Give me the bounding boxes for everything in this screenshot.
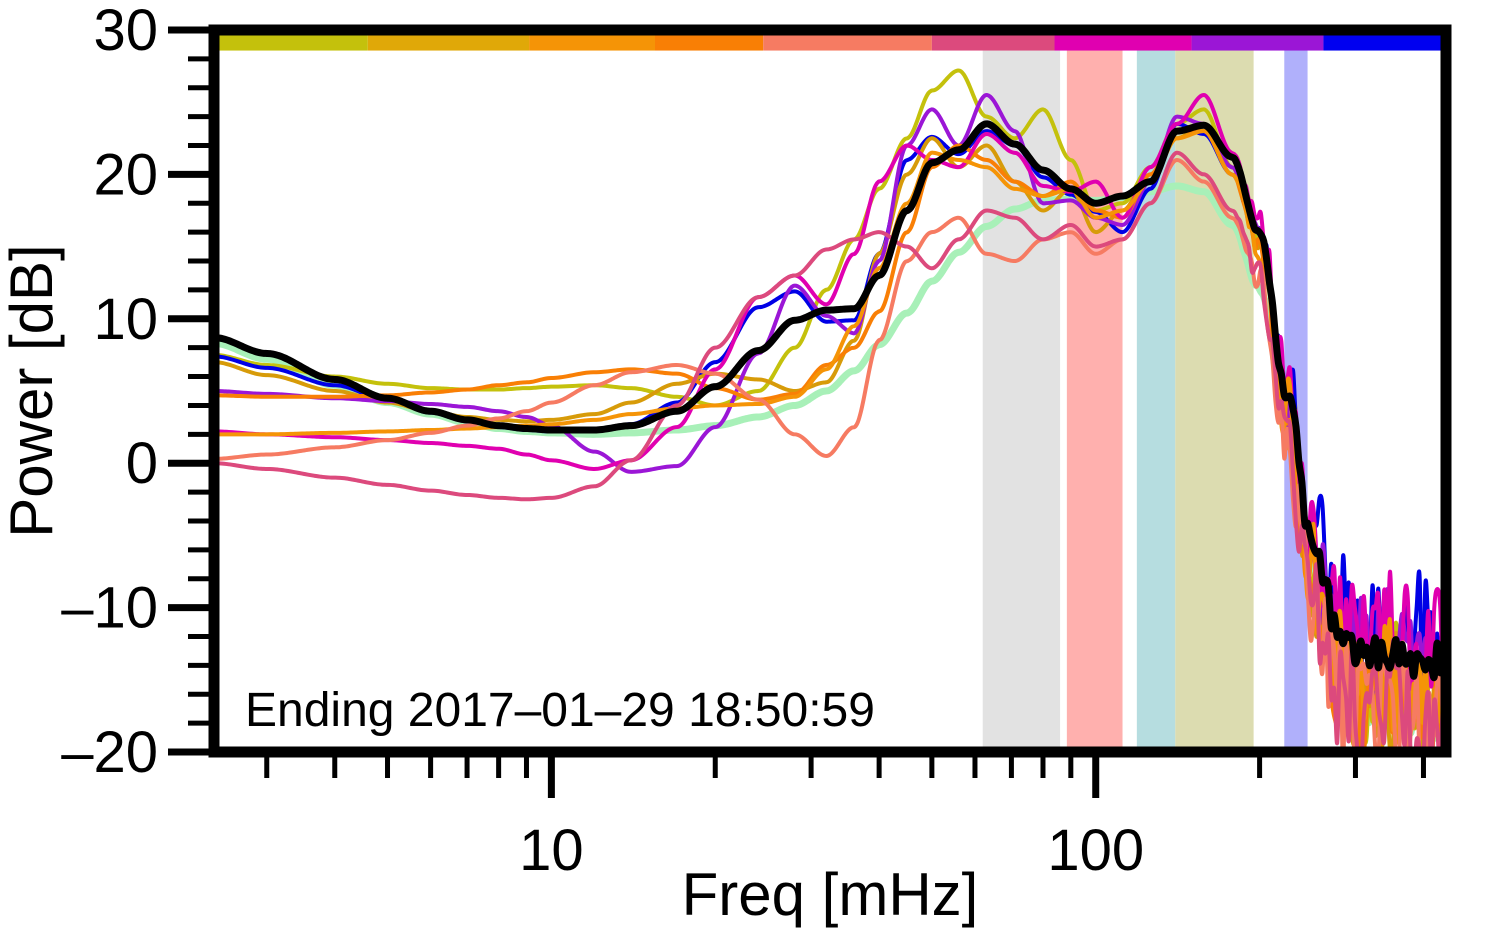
y-axis-ticks <box>168 26 214 756</box>
band-khaki <box>1175 36 1254 752</box>
colorbar-segment-7 <box>1191 33 1324 51</box>
colorbar-segment-3 <box>654 33 764 51</box>
y-tick-labels: 30 20 10 0 –10 –20 <box>61 0 158 785</box>
x-tick-label: 10 <box>519 818 584 883</box>
plot-frame <box>208 24 1452 758</box>
y-tick-label: 30 <box>93 0 158 63</box>
y-tick-label: –20 <box>61 720 158 785</box>
colorbar-segment-2 <box>529 33 655 51</box>
colorbar-segment-4 <box>763 33 932 51</box>
band-pink <box>1066 36 1123 752</box>
x-tick-labels: 10 100 <box>519 818 1144 883</box>
colorbar-strip <box>214 33 1446 51</box>
band-lightblue <box>1136 36 1176 752</box>
y-tick-label: 10 <box>93 287 158 352</box>
colorbar-segment-5 <box>931 33 1055 51</box>
y-axis-title: Power [dB] <box>0 244 65 537</box>
series-spec-orange-b <box>214 129 1446 752</box>
colorbar-segment-8 <box>1323 33 1446 51</box>
ending-timestamp-annotation: Ending 2017–01–29 18:50:59 <box>245 684 875 737</box>
series-spec-crimson <box>214 150 1446 752</box>
x-tick-label: 100 <box>1047 818 1144 883</box>
y-tick-label: –10 <box>61 576 158 641</box>
colorbar-segment-0 <box>214 33 368 51</box>
colorbar-segment-1 <box>367 33 530 51</box>
y-tick-label: 0 <box>126 431 158 496</box>
colorbar-segment-6 <box>1054 33 1192 51</box>
x-axis-title: Freq [mHz] <box>682 861 979 928</box>
shaded-bands-group <box>982 36 1308 752</box>
series-curves-group <box>214 68 1446 752</box>
y-tick-label: 20 <box>93 142 158 207</box>
series-mean <box>214 120 1446 682</box>
